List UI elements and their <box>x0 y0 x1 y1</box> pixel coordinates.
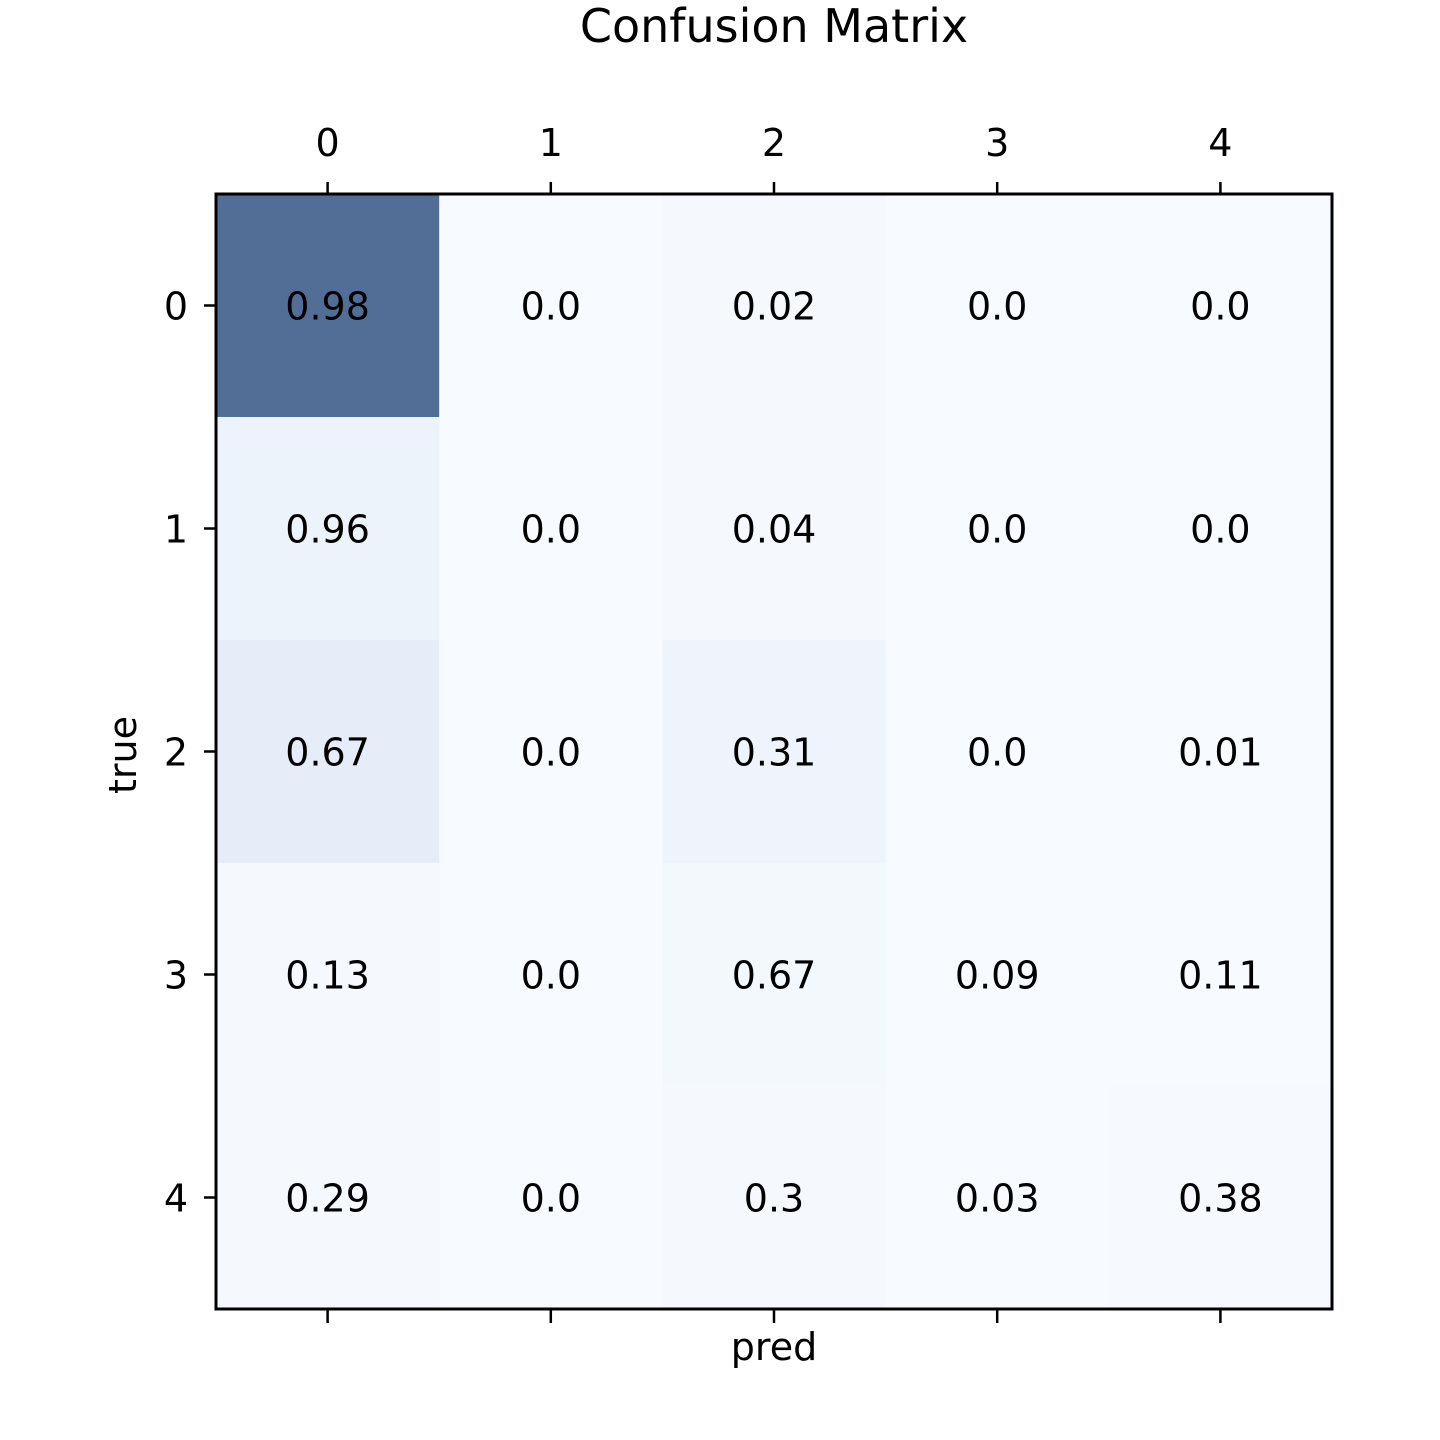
y-axis-label: true <box>101 716 145 794</box>
x-tick-label: 1 <box>539 121 563 165</box>
cell-value-label: 0.67 <box>285 731 370 775</box>
cell-value-label: 0.0 <box>521 508 581 552</box>
cell-value-label: 0.38 <box>1178 1177 1263 1221</box>
heatmap-cell <box>1108 1086 1333 1310</box>
x-tick-label: 0 <box>316 121 340 165</box>
heatmap-cell <box>662 194 887 418</box>
y-tick-label: 4 <box>164 1177 188 1221</box>
heatmap-cells <box>216 194 1333 1310</box>
cell-value-label: 0.0 <box>967 508 1027 552</box>
y-tick-label: 0 <box>164 285 188 329</box>
cell-value-label: 0.0 <box>967 731 1027 775</box>
cell-value-label: 0.03 <box>955 1177 1040 1221</box>
heatmap-cell <box>885 417 1110 641</box>
cell-value-label: 0.96 <box>285 508 370 552</box>
heatmap-cell <box>439 417 663 641</box>
heatmap-cell <box>885 194 1110 418</box>
heatmap-cell <box>216 640 440 864</box>
heatmap-cell <box>885 640 1110 864</box>
heatmap-cell <box>439 1086 663 1310</box>
y-tick-label: 1 <box>164 508 188 552</box>
heatmap-cell <box>439 194 663 418</box>
cell-value-label: 0.67 <box>732 954 817 998</box>
cell-value-label: 0.09 <box>955 954 1040 998</box>
cell-value-label: 0.0 <box>1190 285 1250 329</box>
heatmap-cell <box>662 640 887 864</box>
heatmap-cell <box>216 417 440 641</box>
cell-value-label: 0.13 <box>285 954 370 998</box>
y-axis-ticks: 0 1 2 3 4 <box>164 285 216 1221</box>
cell-value-label: 0.29 <box>285 1177 370 1221</box>
cell-value-label: 0.0 <box>521 731 581 775</box>
heatmap-cell <box>885 863 1110 1087</box>
heatmap-cell <box>1108 194 1333 418</box>
cell-value-label: 0.3 <box>744 1177 804 1221</box>
cell-value-label: 0.04 <box>732 508 817 552</box>
chart-title: Confusion Matrix <box>580 0 968 53</box>
heatmap-cell <box>662 863 887 1087</box>
cell-value-label: 0.0 <box>967 285 1027 329</box>
heatmap-cell <box>662 417 887 641</box>
x-axis-ticks: 0 1 2 3 4 <box>316 121 1232 1323</box>
y-tick-label: 2 <box>164 731 188 775</box>
heatmap-cell <box>662 1086 887 1310</box>
heatmap-cell <box>1108 863 1333 1087</box>
heatmap-cell <box>216 194 440 418</box>
cell-value-label: 0.0 <box>521 954 581 998</box>
x-tick-label: 2 <box>762 121 786 165</box>
y-tick-label: 3 <box>164 954 188 998</box>
x-tick-label: 3 <box>985 121 1009 165</box>
cell-value-label: 0.0 <box>1190 508 1250 552</box>
heatmap-cell <box>885 1086 1110 1310</box>
cell-value-label: 0.0 <box>521 285 581 329</box>
cell-value-label: 0.31 <box>732 731 817 775</box>
cell-value-label: 0.0 <box>521 1177 581 1221</box>
heatmap-cell <box>439 863 663 1087</box>
heatmap-cell <box>439 640 663 864</box>
heatmap-cell-labels: 0.98 0.0 0.02 0.0 0.0 0.96 0.0 0.04 0.0 0.0 0.67 0.… <box>285 285 1262 1221</box>
heatmap-cell <box>216 863 440 1087</box>
cell-value-label: 0.02 <box>732 285 817 329</box>
heatmap-cell <box>1108 640 1333 864</box>
cell-value-label: 0.11 <box>1178 954 1263 998</box>
cell-value-label: 0.01 <box>1178 731 1263 775</box>
cell-value-label: 0.98 <box>285 285 370 329</box>
heatmap-cell <box>1108 417 1333 641</box>
heatmap-cell <box>216 1086 440 1310</box>
x-axis-label: pred <box>731 1325 817 1369</box>
x-tick-label: 4 <box>1208 121 1232 165</box>
